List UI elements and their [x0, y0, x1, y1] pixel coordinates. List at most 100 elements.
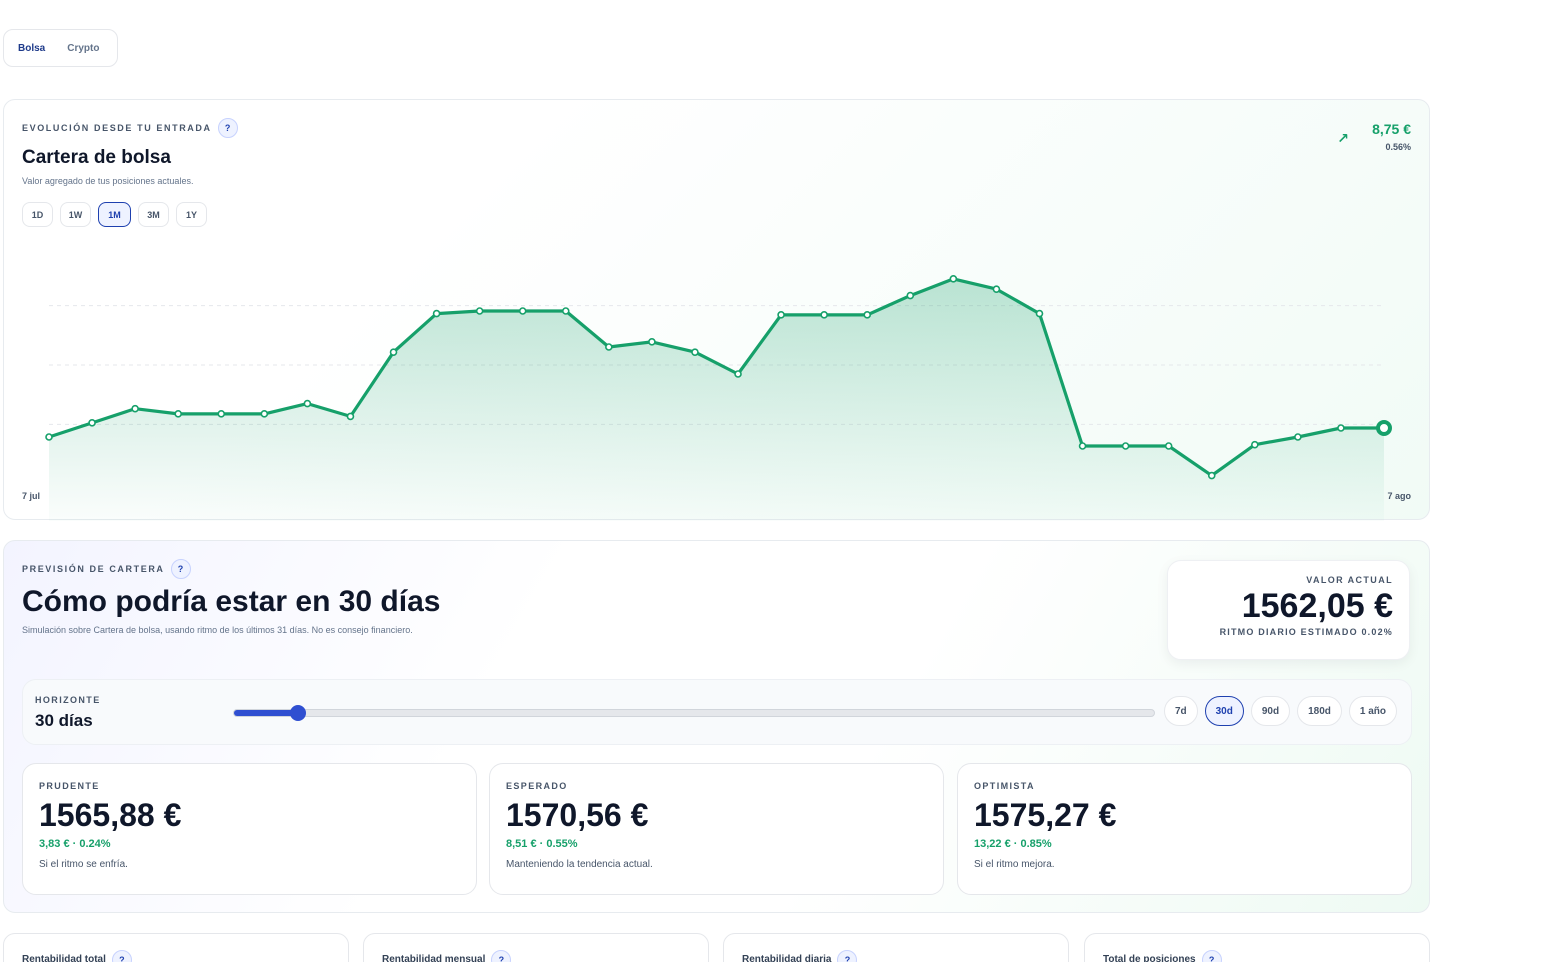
chart-point[interactable]: [1078, 442, 1087, 450]
horizon-panel: HORIZONTE 30 días 7d 30d 90d 180d 1 año: [22, 679, 1412, 745]
horizon-slider-fill: [234, 710, 299, 716]
range-3m-button[interactable]: 3M: [138, 202, 169, 227]
forecast-subtitle: Simulación sobre Cartera de bolsa, usand…: [22, 625, 413, 635]
scenario-card-prudente: PRUDENTE 1565,88 € 3,83 € · 0.24% Si el …: [22, 763, 477, 895]
scenario-label: OPTIMISTA: [974, 781, 1035, 791]
stat-help-icon[interactable]: ?: [491, 950, 512, 962]
tab-bolsa[interactable]: Bolsa: [18, 42, 46, 54]
chart-point[interactable]: [648, 338, 656, 346]
chart-point[interactable]: [1337, 424, 1345, 432]
scenario-value: 1570,56 €: [506, 797, 649, 833]
stat-card-monthly-return: Rentabilidad mensual ?: [363, 933, 709, 962]
chart-point[interactable]: [45, 433, 53, 441]
chart-point[interactable]: [1207, 471, 1216, 480]
change-percent: 0.56%: [1385, 142, 1411, 152]
chart-point[interactable]: [131, 404, 139, 413]
horizon-90d-button[interactable]: 90d: [1250, 696, 1291, 726]
stat-label: Rentabilidad mensual: [382, 954, 486, 962]
horizon-180d-button[interactable]: 180d: [1297, 696, 1342, 726]
stat-card-total-positions: Total de posiciones ?: [1084, 933, 1430, 962]
range-1d-button[interactable]: 1D: [22, 202, 53, 227]
stat-card-total-return: Rentabilidad total ?: [3, 933, 349, 962]
chart-point[interactable]: [820, 311, 828, 319]
daily-rate: RITMO DIARIO ESTIMADO 0.02%: [1219, 627, 1393, 637]
scenario-value: 1575,27 €: [974, 797, 1117, 833]
horizon-label: HORIZONTE: [35, 695, 101, 705]
horizon-slider-thumb[interactable]: [290, 705, 307, 721]
evolution-kicker-row: EVOLUCIÓN DESDE TU ENTRADA ?: [22, 118, 238, 138]
chart-point[interactable]: [1251, 440, 1259, 449]
stat-help-icon[interactable]: ?: [111, 950, 132, 962]
chart-point[interactable]: [734, 370, 742, 378]
range-1w-button[interactable]: 1W: [60, 202, 91, 227]
scenario-change: 8,51 € · 0.55%: [506, 838, 578, 850]
chart-point[interactable]: [863, 311, 872, 319]
chart-point[interactable]: [691, 348, 699, 356]
chart-point[interactable]: [432, 309, 441, 318]
chart-point[interactable]: [174, 410, 182, 418]
current-value: 1562,05 €: [1241, 587, 1393, 625]
chart-point[interactable]: [389, 348, 398, 356]
chart-area: [49, 278, 1384, 521]
range-1y-button[interactable]: 1Y: [176, 202, 207, 227]
tab-crypto[interactable]: Crypto: [67, 42, 100, 54]
chart-point[interactable]: [88, 419, 96, 427]
stat-label: Rentabilidad total: [22, 954, 106, 962]
chart-point[interactable]: [518, 307, 527, 315]
forecast-title: Cómo podría estar en 30 días: [22, 585, 441, 618]
stat-card-daily-return: Rentabilidad diaria ?: [723, 933, 1069, 962]
chart-point[interactable]: [260, 410, 269, 418]
chart-point[interactable]: [605, 343, 613, 351]
chart-point[interactable]: [1294, 433, 1302, 441]
chart-point[interactable]: [906, 291, 915, 300]
scenario-card-esperado: ESPERADO 1570,56 € 8,51 € · 0.55% Manten…: [489, 763, 944, 895]
scenario-change: 3,83 € · 0.24%: [39, 838, 111, 850]
forecast-help-icon[interactable]: ?: [170, 559, 191, 579]
chart-point[interactable]: [303, 399, 312, 408]
scenario-description: Si el ritmo mejora.: [974, 859, 1055, 870]
chart-point[interactable]: [992, 285, 1001, 293]
chart-point[interactable]: [777, 311, 785, 319]
evolution-card: EVOLUCIÓN DESDE TU ENTRADA ? Cartera de …: [3, 99, 1430, 521]
stat-help-icon[interactable]: ?: [837, 950, 858, 962]
horizon-7d-button[interactable]: 7d: [1163, 696, 1198, 726]
stat-label: Total de posiciones: [1103, 954, 1196, 962]
evolution-change: 8,75 € 0.56%: [1372, 121, 1411, 152]
chart-point[interactable]: [346, 412, 355, 421]
x-axis-end-label: 7 ago: [1387, 491, 1411, 501]
chart-point-current[interactable]: [1376, 420, 1392, 436]
chart-point[interactable]: [217, 410, 226, 418]
chart-point[interactable]: [1035, 309, 1044, 318]
forecast-kicker: PREVISIÓN DE CARTERA: [22, 564, 165, 574]
stat-label: Rentabilidad diaria: [742, 954, 832, 962]
evolution-subtitle: Valor agregado de tus posiciones actuale…: [22, 176, 194, 186]
chart-point[interactable]: [1164, 442, 1173, 450]
arrow-up-right-icon: ↗: [1337, 130, 1349, 146]
chart-point[interactable]: [561, 307, 570, 315]
forecast-card: PREVISIÓN DE CARTERA ? Cómo podría estar…: [3, 540, 1430, 913]
evolution-kicker: EVOLUCIÓN DESDE TU ENTRADA: [22, 123, 212, 133]
scenario-value: 1565,88 €: [39, 797, 182, 833]
x-axis-start-label: 7 jul: [22, 491, 41, 501]
scenario-card-optimista: OPTIMISTA 1575,27 € 13,22 € · 0.85% Si e…: [957, 763, 1412, 895]
scenario-change: 13,22 € · 0.85%: [974, 838, 1052, 850]
current-value-panel: VALOR ACTUAL 1562,05 € RITMO DIARIO ESTI…: [1167, 560, 1410, 660]
scenario-description: Si el ritmo se enfría.: [39, 859, 128, 870]
change-amount: 8,75 €: [1372, 121, 1411, 137]
chart-point[interactable]: [949, 275, 958, 283]
range-selector: 1D 1W 1M 3M 1Y: [22, 202, 207, 227]
chart-point[interactable]: [475, 307, 484, 315]
horizon-slider[interactable]: [233, 705, 1155, 721]
stat-help-icon[interactable]: ?: [1201, 950, 1222, 962]
chart-point[interactable]: [1121, 442, 1130, 450]
horizon-value: 30 días: [35, 711, 93, 730]
scenario-description: Manteniendo la tendencia actual.: [506, 859, 653, 870]
horizon-30d-button[interactable]: 30d: [1204, 696, 1244, 726]
forecast-kicker-row: PREVISIÓN DE CARTERA ?: [22, 559, 191, 579]
evolution-help-icon[interactable]: ?: [217, 118, 238, 138]
range-1m-button[interactable]: 1M: [98, 202, 131, 227]
scenario-label: ESPERADO: [506, 781, 568, 791]
chart-line: [48, 277, 1384, 478]
horizon-1year-button[interactable]: 1 año: [1348, 696, 1397, 726]
evolution-title: Cartera de bolsa: [22, 147, 171, 168]
